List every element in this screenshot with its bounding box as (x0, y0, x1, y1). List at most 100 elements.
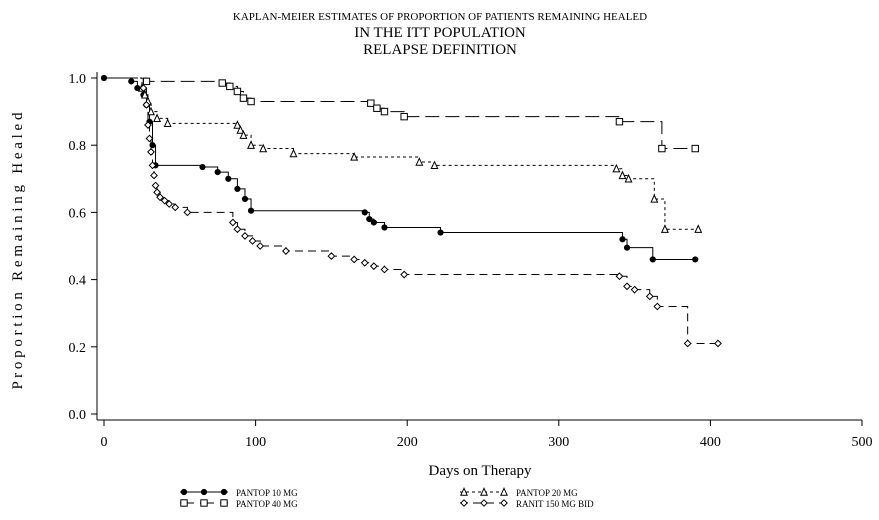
data-point-pantop-40-mg (233, 87, 242, 96)
data-point-pantop-40-mg (658, 144, 666, 153)
legend-entry-pantop-20-mg: PANTOP 20 MG (460, 487, 578, 498)
data-point-pantop-20-mg (624, 173, 633, 183)
legend-marker (180, 499, 188, 507)
data-point-ranit-150-mg-bid (171, 203, 180, 212)
legend-label: PANTOP 20 MG (516, 488, 578, 498)
data-point-ranit-150-mg-bid (139, 84, 148, 92)
data-point-ranit-150-mg-bid (360, 258, 369, 267)
chart-title-line-3: RELAPSE DEFINITION (363, 42, 517, 58)
series-pantop-40-mg (104, 77, 699, 153)
y-axis-label: P r o p o r t i o n R e m a i n i n g H … (10, 112, 26, 389)
data-point-pantop-20-mg (239, 130, 248, 139)
legend-marker (200, 499, 208, 507)
data-point-ranit-150-mg-bid (645, 292, 654, 301)
series-pantop-10-mg (100, 74, 699, 263)
x-tick-label: 200 (397, 435, 418, 450)
legend-label: PANTOP 10 MG (236, 488, 298, 498)
x-tick-label: 400 (700, 435, 721, 450)
series-line-pantop-20-mg (104, 77, 699, 230)
data-point-ranit-150-mg-bid (150, 171, 158, 180)
y-tick-label: 0.0 (69, 408, 87, 423)
data-point-pantop-10-mg (149, 142, 156, 149)
legend-marker (460, 487, 468, 496)
data-point-pantop-20-mg (618, 170, 627, 180)
data-point-ranit-150-mg-bid (630, 285, 639, 294)
data-point-pantop-40-mg (691, 144, 699, 153)
axes: 0.0 0.2 0.4 0.6 0.8 1.0 0 100 200 300 400 500 (69, 72, 873, 450)
data-point-ranit-150-mg-bid (147, 148, 155, 156)
data-point-pantop-40-mg (226, 82, 234, 91)
data-point-pantop-10-mg (247, 207, 255, 214)
data-point-pantop-40-mg (373, 104, 381, 112)
data-point-ranit-150-mg-bid (248, 237, 257, 245)
legend-marker (220, 499, 228, 507)
data-point-ranit-150-mg-bid (148, 161, 157, 170)
data-point-pantop-20-mg (350, 152, 359, 161)
data-point-ranit-150-mg-bid (623, 282, 631, 291)
data-point-pantop-10-mg (366, 216, 373, 223)
legend-marker (500, 487, 508, 496)
data-point-pantop-20-mg (415, 157, 424, 166)
data-point-pantop-20-mg (430, 160, 439, 170)
chart-title-line-1: KAPLAN-MEIER ESTIMATES OF PROPORTION OF … (233, 11, 647, 23)
data-point-ranit-150-mg-bid (714, 339, 722, 348)
legend-marker (480, 487, 488, 496)
data-point-ranit-150-mg-bid (350, 255, 359, 264)
data-point-pantop-10-mg (214, 168, 221, 176)
data-point-pantop-20-mg (650, 194, 659, 203)
data-point-ranit-150-mg-bid (145, 134, 154, 143)
data-point-pantop-10-mg (361, 209, 368, 216)
x-tick-label: 100 (245, 435, 266, 450)
data-point-ranit-150-mg-bid (156, 193, 164, 202)
data-point-ranit-150-mg-bid (400, 270, 409, 279)
data-point-pantop-10-mg (381, 224, 388, 231)
data-point-pantop-10-mg (692, 256, 699, 263)
data-point-pantop-40-mg (247, 97, 255, 106)
legend-marker (480, 499, 488, 507)
data-point-ranit-150-mg-bid (183, 208, 192, 217)
data-point-pantop-20-mg (247, 140, 256, 149)
data-point-pantop-20-mg (163, 118, 172, 128)
data-point-pantop-20-mg (660, 224, 669, 233)
chart-title-line-2: IN THE ITT POPULATION (354, 25, 526, 41)
legend-entry-pantop-40-mg: PANTOP 40 MG (180, 499, 298, 509)
data-point-ranit-150-mg-bid (142, 100, 151, 109)
data-point-ranit-150-mg-bid (144, 121, 152, 129)
legend-marker (180, 488, 188, 496)
legend-label: RANIT 150 MG BID (516, 499, 594, 509)
series-line-ranit-150-mg-bid (104, 77, 718, 344)
data-point-pantop-10-mg (128, 78, 135, 85)
data-point-ranit-150-mg-bid (228, 218, 237, 227)
legend-marker (460, 499, 468, 507)
y-tick-label: 1.0 (69, 72, 87, 87)
x-tick-label: 300 (548, 435, 569, 450)
data-point-ranit-150-mg-bid (160, 196, 169, 205)
series-line-pantop-10-mg (104, 77, 696, 260)
data-point-ranit-150-mg-bid (380, 265, 389, 274)
data-point-pantop-40-mg (400, 112, 408, 121)
legend-marker (500, 499, 508, 507)
data-point-pantop-10-mg (225, 175, 232, 182)
legend-marker (220, 488, 228, 496)
x-tick-label: 500 (852, 435, 873, 450)
data-point-ranit-150-mg-bid (241, 232, 249, 240)
x-axis-label: Days on Therapy (428, 463, 532, 479)
data-point-pantop-40-mg (367, 99, 375, 107)
data-point-ranit-150-mg-bid (653, 302, 662, 311)
series-pantop-20-mg (104, 77, 703, 233)
data-point-pantop-20-mg (259, 143, 268, 153)
data-point-ranit-150-mg-bid (615, 272, 624, 281)
data-point-ranit-150-mg-bid (165, 200, 174, 208)
data-point-pantop-10-mg (370, 219, 377, 226)
data-point-pantop-10-mg (234, 185, 241, 192)
data-point-pantop-40-mg (218, 79, 226, 87)
data-point-ranit-150-mg-bid (327, 252, 336, 260)
data-point-pantop-10-mg (649, 256, 656, 263)
y-tick-label: 0.8 (69, 139, 87, 154)
legend-entry-pantop-10-mg: PANTOP 10 MG (180, 488, 298, 498)
data-point-pantop-20-mg (289, 148, 298, 158)
series-layer (100, 74, 722, 348)
x-tick-label: 0 (101, 435, 108, 450)
